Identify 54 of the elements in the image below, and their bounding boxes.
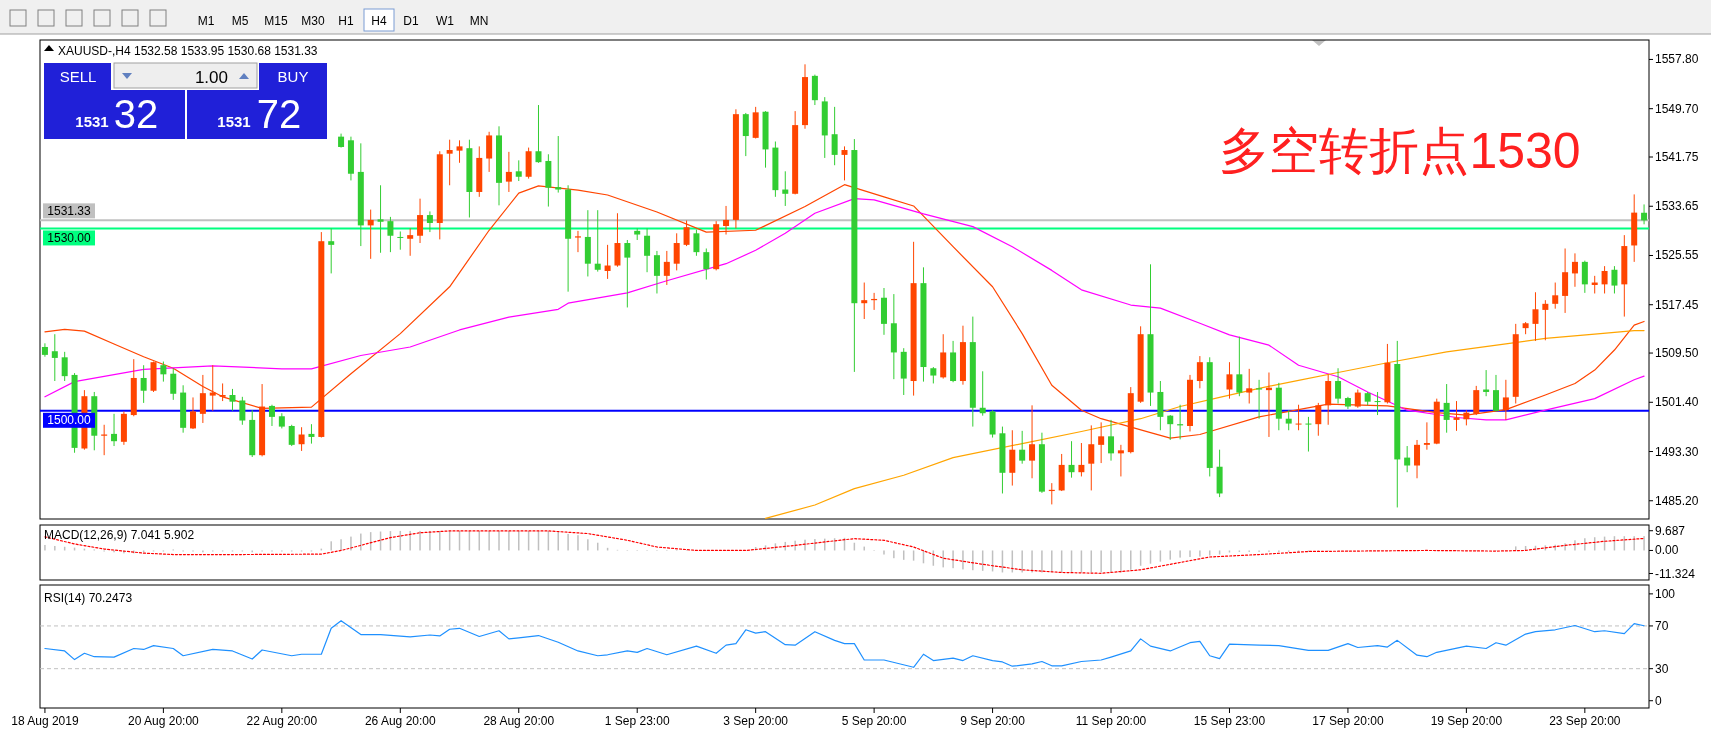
- annotation: 32: [113, 92, 159, 136]
- x-tick-label: 5 Sep 20:00: [841, 714, 907, 728]
- text: M30: [301, 14, 325, 28]
- annotation: SELL: [59, 68, 97, 85]
- y-tick-label: 1517.45: [1655, 297, 1699, 312]
- x-tick-label: 1 Sep 23:00: [604, 714, 670, 728]
- text: H1: [338, 14, 354, 28]
- y-tick-label: -11.324: [1655, 566, 1696, 581]
- x-tick-label: 20 Aug 20:00: [128, 714, 200, 728]
- x-tick-label: 22 Aug 20:00: [246, 714, 318, 728]
- y-tick-label: 0: [1655, 693, 1662, 708]
- x-tick-label: 15 Sep 23:00: [1193, 714, 1266, 728]
- annotation: 多空转折点1530: [1219, 123, 1581, 179]
- y-tick-label: 9.687: [1655, 523, 1686, 538]
- x-tick-label: 11 Sep 20:00: [1075, 714, 1147, 728]
- ref-line-label: 1530.00: [47, 230, 92, 245]
- y-tick-label: 70: [1655, 618, 1669, 633]
- ref-line-label: 1531.33: [47, 203, 92, 218]
- x-tick-label: 26 Aug 20:00: [364, 714, 436, 728]
- text: MN: [469, 14, 489, 28]
- y-tick-label: 1541.75: [1655, 150, 1699, 165]
- y-tick-label: 1533.65: [1655, 199, 1699, 214]
- y-tick-label: 0.00: [1655, 543, 1679, 558]
- annotation: 1531: [217, 113, 251, 130]
- x-tick-label: 3 Sep 20:00: [723, 714, 789, 728]
- y-tick-label: 1493.30: [1655, 444, 1699, 459]
- text: W1: [436, 14, 455, 28]
- chart-title: MACD(12,26,9) 7.041 5.902: [44, 528, 195, 542]
- text: M15: [264, 14, 288, 28]
- x-tick-label: 18 Aug 2019: [11, 714, 79, 728]
- ref-line-label: 1500.00: [47, 413, 92, 428]
- y-tick-label: 1509.50: [1655, 346, 1699, 361]
- y-tick-label: 1557.80: [1655, 52, 1699, 67]
- text: M1: [197, 14, 215, 28]
- y-tick-label: 1485.20: [1655, 493, 1699, 508]
- text: M5: [231, 14, 249, 28]
- text: H4: [371, 14, 387, 28]
- x-tick-label: 28 Aug 20:00: [483, 714, 555, 728]
- annotation: 1.00: [194, 68, 228, 87]
- text: RSI(14) 70.2473: [44, 591, 133, 605]
- annotation: BUY: [277, 68, 309, 85]
- y-tick-label: 1501.40: [1655, 395, 1699, 410]
- chart-title: XAUUSD-,H4 1532.58 1533.95 1530.68 1531.33: [58, 44, 318, 58]
- y-tick-label: 1525.55: [1655, 248, 1699, 263]
- y-tick-label: 1549.70: [1655, 101, 1699, 116]
- y-tick-label: 30: [1655, 661, 1669, 676]
- x-tick-label: 23 Sep 20:00: [1549, 714, 1621, 728]
- y-tick-label: 100: [1655, 586, 1676, 601]
- annotation: 72: [256, 92, 302, 136]
- x-tick-label: 17 Sep 20:00: [1312, 714, 1384, 728]
- x-tick-label: 19 Sep 20:00: [1430, 714, 1503, 728]
- x-tick-label: 9 Sep 20:00: [960, 714, 1026, 728]
- annotation: 1531: [75, 113, 109, 130]
- text: D1: [403, 14, 419, 28]
